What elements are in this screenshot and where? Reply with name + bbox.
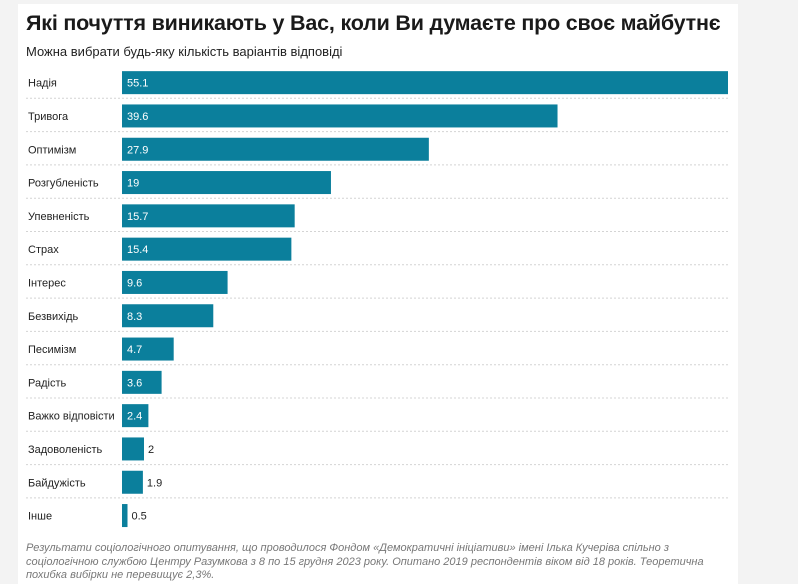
bar: [122, 204, 295, 228]
source-footnote: Результати соціологічного опитування, що…: [26, 542, 704, 581]
bar: [122, 270, 228, 294]
category-label: Байдужість: [28, 477, 86, 489]
value-label: 1.9: [147, 477, 162, 489]
bar: [122, 104, 558, 128]
bar: [122, 137, 429, 161]
value-label: 27.9: [127, 144, 148, 156]
value-label: 2: [148, 444, 154, 456]
bar: [122, 404, 149, 428]
value-label: 19: [127, 178, 139, 190]
value-label: 15.4: [127, 244, 148, 256]
value-label: 4.7: [127, 344, 142, 356]
category-label: Розгубленість: [28, 178, 99, 190]
bar: [122, 237, 292, 261]
value-label: 15.7: [127, 211, 148, 223]
category-label: Безвихідь: [28, 311, 78, 323]
category-label: Упевненість: [28, 211, 90, 223]
chart-title: Які почуття виникають у Вас, коли Ви дум…: [26, 11, 721, 35]
bar: [122, 71, 728, 95]
bar-chart: Надія 55.1 Тривога 39.6 Оптимізм 27.9 Розгубле…: [26, 71, 728, 528]
bar: [122, 437, 144, 461]
category-label: Важко відповісти: [28, 411, 115, 423]
bar: [122, 504, 128, 528]
category-label: Надія: [28, 78, 57, 90]
bar: [122, 370, 162, 394]
bar: [122, 304, 214, 328]
category-label: Інтерес: [28, 277, 66, 289]
category-label: Інше: [28, 511, 52, 523]
value-label: 8.3: [127, 311, 142, 323]
category-label: Оптимізм: [28, 144, 76, 156]
chart-subtitle: Можна вибрати будь-яку кількість варіант…: [26, 44, 343, 59]
value-label: 39.6: [127, 111, 148, 123]
category-label: Тривога: [28, 111, 69, 123]
value-label: 0.5: [131, 511, 146, 523]
value-label: 3.6: [127, 377, 142, 389]
bar: [122, 470, 143, 494]
category-label: Радість: [28, 377, 66, 389]
bar: [122, 171, 331, 195]
chart-card: Які почуття виникають у Вас, коли Ви дум…: [18, 4, 738, 584]
bar: [122, 337, 174, 361]
category-label: Страх: [28, 244, 59, 256]
value-label: 55.1: [127, 78, 148, 90]
category-label: Задоволеність: [28, 444, 102, 456]
category-label: Песимізм: [28, 344, 76, 356]
value-label: 9.6: [127, 277, 142, 289]
value-label: 2.4: [127, 411, 142, 423]
